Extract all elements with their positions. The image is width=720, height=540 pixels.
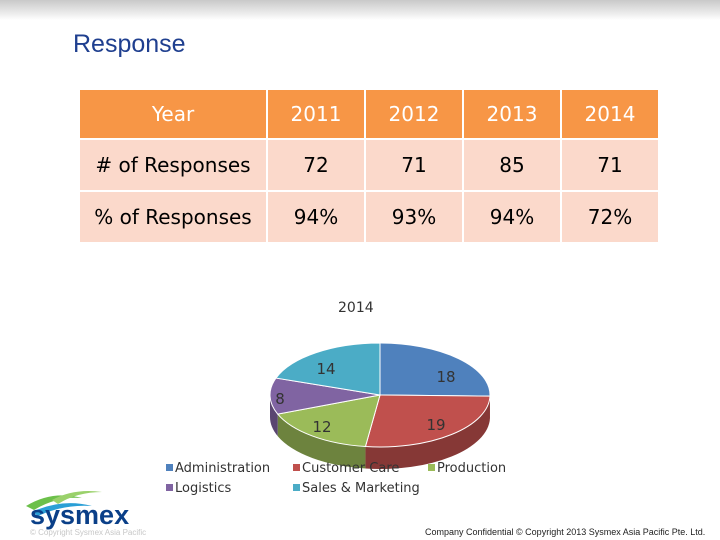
table-header-row: Year 2011 2012 2013 2014 bbox=[78, 88, 660, 140]
header-cell-2013: 2013 bbox=[462, 88, 562, 140]
legend-swatch bbox=[166, 484, 173, 491]
table-row: % of Responses 94% 93% 94% 72% bbox=[78, 190, 660, 244]
legend-label: Production bbox=[437, 461, 507, 476]
data-label-administration: 18 bbox=[436, 368, 455, 386]
row-label-percent: % of Responses bbox=[78, 190, 268, 244]
legend-item-production: Production bbox=[428, 461, 506, 476]
pie-side-production bbox=[277, 414, 366, 469]
slide-title: Response bbox=[73, 30, 186, 58]
legend-label: Customer Care bbox=[302, 461, 400, 476]
pie-slice-customer-care bbox=[364, 394, 491, 448]
table-cell: 72 bbox=[266, 138, 366, 192]
pie-slice-sales-marketing bbox=[275, 342, 381, 396]
header-cell-2014: 2014 bbox=[560, 88, 660, 140]
data-label-sales-marketing: 14 bbox=[316, 360, 335, 378]
legend-swatch bbox=[428, 464, 435, 471]
table-cell: 93% bbox=[364, 190, 464, 244]
faint-copyright: © Copyright Sysmex Asia Pacific bbox=[30, 528, 147, 537]
chart-title: 2014 bbox=[338, 300, 374, 316]
pie-side-customer-care bbox=[365, 396, 490, 469]
legend-swatch bbox=[293, 484, 300, 491]
legend-swatch bbox=[293, 464, 300, 471]
response-table: Year 2011 2012 2013 2014 # of Responses … bbox=[78, 88, 660, 244]
header-cell-year: Year bbox=[78, 88, 268, 140]
data-label-logistics: 8 bbox=[275, 390, 285, 408]
legend-label: Logistics bbox=[175, 481, 232, 496]
data-label-customer-care: 19 bbox=[426, 416, 445, 434]
table-cell: 71 bbox=[560, 138, 660, 192]
table-cell: 94% bbox=[462, 190, 562, 244]
pie-slice-production bbox=[276, 394, 381, 448]
table-cell: 72% bbox=[560, 190, 660, 244]
table-cell: 85 bbox=[462, 138, 562, 192]
logo-text: sysmex bbox=[30, 500, 130, 530]
table-row: # of Responses 72 71 85 71 bbox=[78, 138, 660, 192]
legend-label: Administration bbox=[175, 461, 271, 476]
header-cell-2011: 2011 bbox=[266, 88, 366, 140]
legend-item-customer-care: Customer Care bbox=[293, 461, 399, 476]
legend-item-administration: Administration bbox=[166, 461, 270, 476]
pie-slice-administration bbox=[379, 342, 491, 397]
table-cell: 94% bbox=[266, 190, 366, 244]
pie-slice-logistics bbox=[269, 377, 381, 415]
legend-swatch bbox=[166, 464, 173, 471]
legend-label: Sales & Marketing bbox=[302, 481, 420, 496]
footer-text: Company Confidential © Copyright 2013 Sy… bbox=[425, 527, 706, 537]
sysmex-logo-icon bbox=[26, 491, 102, 516]
legend-item-logistics: Logistics bbox=[166, 481, 231, 496]
top-bar bbox=[0, 0, 720, 20]
table-cell: 71 bbox=[364, 138, 464, 192]
header-cell-2012: 2012 bbox=[364, 88, 464, 140]
legend-item-sales-marketing: Sales & Marketing bbox=[293, 481, 420, 496]
data-label-production: 12 bbox=[312, 418, 331, 436]
row-label-responses: # of Responses bbox=[78, 138, 268, 192]
